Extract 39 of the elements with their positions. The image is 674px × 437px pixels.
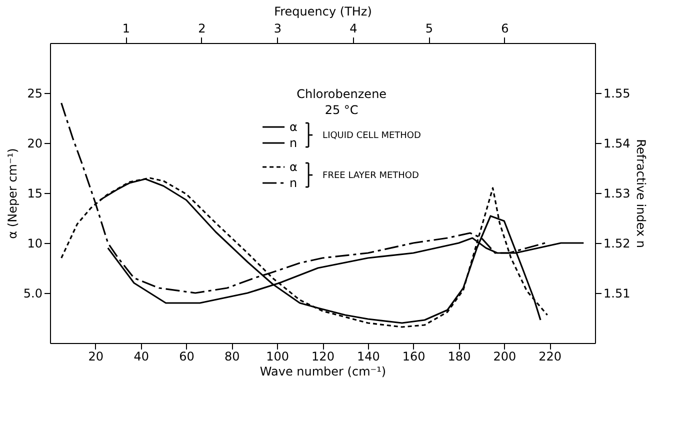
legend-label: α: [290, 160, 298, 174]
y2-tick-label: 1.54: [604, 136, 630, 150]
x2-tick-label: 6: [501, 22, 509, 36]
x2-tick-label: 3: [274, 22, 282, 36]
y-tick-label: 15: [27, 186, 42, 200]
y-tick-label: 10: [27, 236, 42, 250]
x2-tick-label: 2: [198, 22, 206, 36]
y2-axis-title: Refractive index n: [634, 139, 648, 248]
x-tick-label: 140: [356, 350, 380, 364]
text: 25 °C: [324, 103, 358, 117]
x-axis-title: Wave number (cm⁻¹): [260, 364, 386, 378]
x-tick-label: 20: [88, 350, 104, 364]
text: Chlorobenzene: [296, 87, 387, 101]
legend-label: n: [290, 136, 298, 150]
x-tick-label: 100: [266, 350, 290, 364]
x-tick-label: 60: [179, 350, 194, 364]
x2-axis-title: Frequency (THz): [274, 4, 372, 18]
x-tick-label: 160: [402, 350, 426, 364]
y-tick-label: 25: [27, 86, 42, 100]
x-tick-label: 220: [538, 350, 562, 364]
x-tick-label: 80: [224, 350, 240, 364]
annotation: FREE LAYER METHOD: [322, 171, 419, 181]
annotation: LIQUID CELL METHOD: [322, 131, 421, 141]
x2-tick-label: 5: [425, 22, 434, 36]
y2-tick-label: 1.52: [604, 236, 630, 250]
y2-tick-label: 1.51: [604, 286, 630, 300]
x-tick-label: 40: [134, 350, 149, 364]
y-axis-title: α (Neper cm⁻¹): [5, 148, 20, 239]
legend-label: n: [290, 176, 298, 190]
legend-label: α: [290, 120, 298, 134]
y-tick-label: 20: [27, 136, 42, 150]
y2-tick-label: 1.55: [604, 86, 630, 100]
y2-tick-label: 1.53: [604, 186, 630, 200]
x2-tick-label: 4: [350, 22, 358, 36]
x-tick-label: 200: [493, 350, 516, 364]
x-tick-label: 120: [312, 350, 334, 364]
x2-tick-label: 1: [122, 22, 130, 36]
y-tick-label: 5.0: [23, 286, 42, 300]
x-tick-label: 180: [448, 350, 471, 364]
